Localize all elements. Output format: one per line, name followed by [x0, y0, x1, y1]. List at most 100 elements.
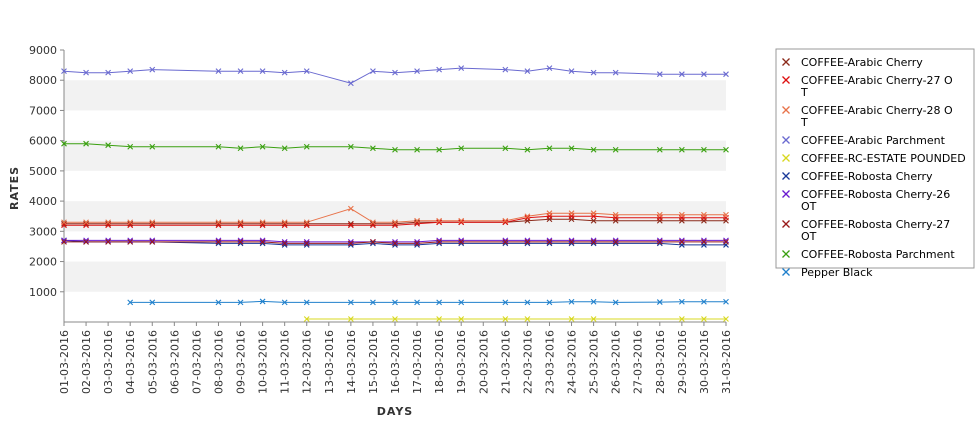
data-point-marker [237, 239, 244, 245]
data-point-marker [61, 237, 67, 244]
data-point-marker [61, 219, 67, 226]
data-point-marker [347, 80, 354, 87]
data-point-marker [303, 219, 310, 226]
data-point-marker [370, 219, 376, 226]
data-point-marker [281, 145, 288, 152]
data-point-marker [656, 71, 663, 78]
x-axis: 01-03-2016 02-03-2016 03-03-2016 04-03-2016… [58, 321, 733, 394]
data-point-marker [414, 219, 420, 226]
legend-marker [782, 136, 790, 144]
data-point-marker [524, 213, 531, 220]
data-point-marker [678, 237, 685, 244]
data-point-marker [215, 68, 222, 75]
data-point-marker [237, 219, 244, 226]
data-point-marker [701, 211, 707, 218]
data-point-marker [347, 205, 354, 212]
data-point-marker [215, 239, 222, 245]
data-point-marker [215, 219, 222, 226]
data-point-marker [281, 239, 288, 245]
data-point-marker [436, 219, 443, 226]
x-tick-label: 31-03-2016 [720, 330, 733, 394]
data-point-marker [392, 69, 398, 76]
data-point-marker [370, 239, 376, 245]
data-point-marker [83, 237, 89, 244]
y-tick-label: 8000 [29, 74, 57, 87]
data-point-marker [105, 237, 112, 244]
legend-label: COFFEE-Robosta Cherry-26 OT [801, 188, 950, 213]
legend-marker [782, 106, 790, 114]
data-point-marker [436, 146, 443, 153]
data-point-marker [347, 143, 354, 150]
data-point-marker [149, 220, 156, 227]
data-point-marker [127, 143, 134, 150]
y-tick-label: 9000 [29, 44, 57, 57]
x-tick-label: 30-03-2016 [698, 330, 711, 394]
data-point-marker [458, 299, 465, 306]
data-point-marker [347, 222, 354, 229]
data-point-marker [392, 219, 398, 226]
data-point-marker [701, 239, 707, 245]
y-axis-title: RATES [8, 166, 21, 210]
legend-item: COFFEE-Robosta Cherry [782, 170, 933, 183]
data-point-marker [259, 239, 266, 245]
data-point-marker [436, 237, 443, 244]
data-point-marker [656, 211, 663, 218]
data-point-marker [61, 140, 67, 147]
y-tick-label: 1000 [29, 286, 57, 299]
data-point-marker [546, 237, 553, 244]
series-line [64, 241, 726, 244]
data-point-marker [546, 239, 553, 245]
data-point-marker [656, 299, 663, 305]
legend-label: COFFEE-RC-ESTATE POUNDED [801, 152, 966, 165]
data-point-marker [590, 210, 597, 217]
x-tick-label: 18-03-2016 [433, 330, 446, 394]
data-point-marker [347, 239, 354, 245]
data-point-marker [215, 220, 222, 227]
data-point-marker [414, 240, 420, 247]
data-point-marker [281, 220, 288, 227]
series-markers [61, 65, 729, 322]
data-point-marker [347, 220, 354, 227]
x-tick-label: 27-03-2016 [632, 330, 645, 394]
data-point-marker [458, 316, 465, 322]
x-tick-label: 06-03-2016 [168, 330, 181, 394]
data-point-marker [61, 220, 67, 227]
data-point-marker [347, 240, 354, 247]
data-point-marker [127, 219, 134, 226]
data-point-marker [723, 146, 729, 153]
data-point-marker [83, 220, 89, 227]
data-point-marker [259, 298, 266, 305]
data-point-marker [303, 316, 310, 322]
data-point-marker [149, 143, 156, 150]
data-point-marker [590, 69, 597, 76]
legend-label: Pepper Black [801, 266, 873, 279]
series-line [64, 215, 726, 226]
data-point-marker [524, 299, 531, 306]
data-point-marker [259, 143, 266, 150]
data-point-marker [502, 239, 509, 245]
data-point-marker [701, 71, 707, 78]
data-point-marker [590, 237, 597, 244]
grid-band [64, 261, 726, 292]
data-point-marker [568, 239, 575, 245]
data-point-marker [392, 316, 398, 322]
data-point-marker [458, 239, 465, 245]
data-point-marker [414, 239, 420, 245]
data-point-marker [392, 299, 398, 306]
data-point-marker [392, 240, 398, 247]
legend-label: COFFEE-Robosta Parchment [801, 248, 955, 261]
data-point-marker [723, 71, 729, 78]
legend-marker [782, 154, 790, 162]
data-point-marker [568, 298, 575, 305]
data-point-marker [149, 237, 156, 244]
legend-marker [782, 190, 790, 198]
x-tick-label: 08-03-2016 [212, 330, 225, 394]
data-point-marker [237, 145, 244, 152]
data-point-marker [237, 299, 244, 306]
data-point-marker [436, 299, 443, 306]
data-point-marker [723, 239, 729, 245]
data-point-marker [83, 219, 89, 226]
legend-box [775, 48, 975, 269]
